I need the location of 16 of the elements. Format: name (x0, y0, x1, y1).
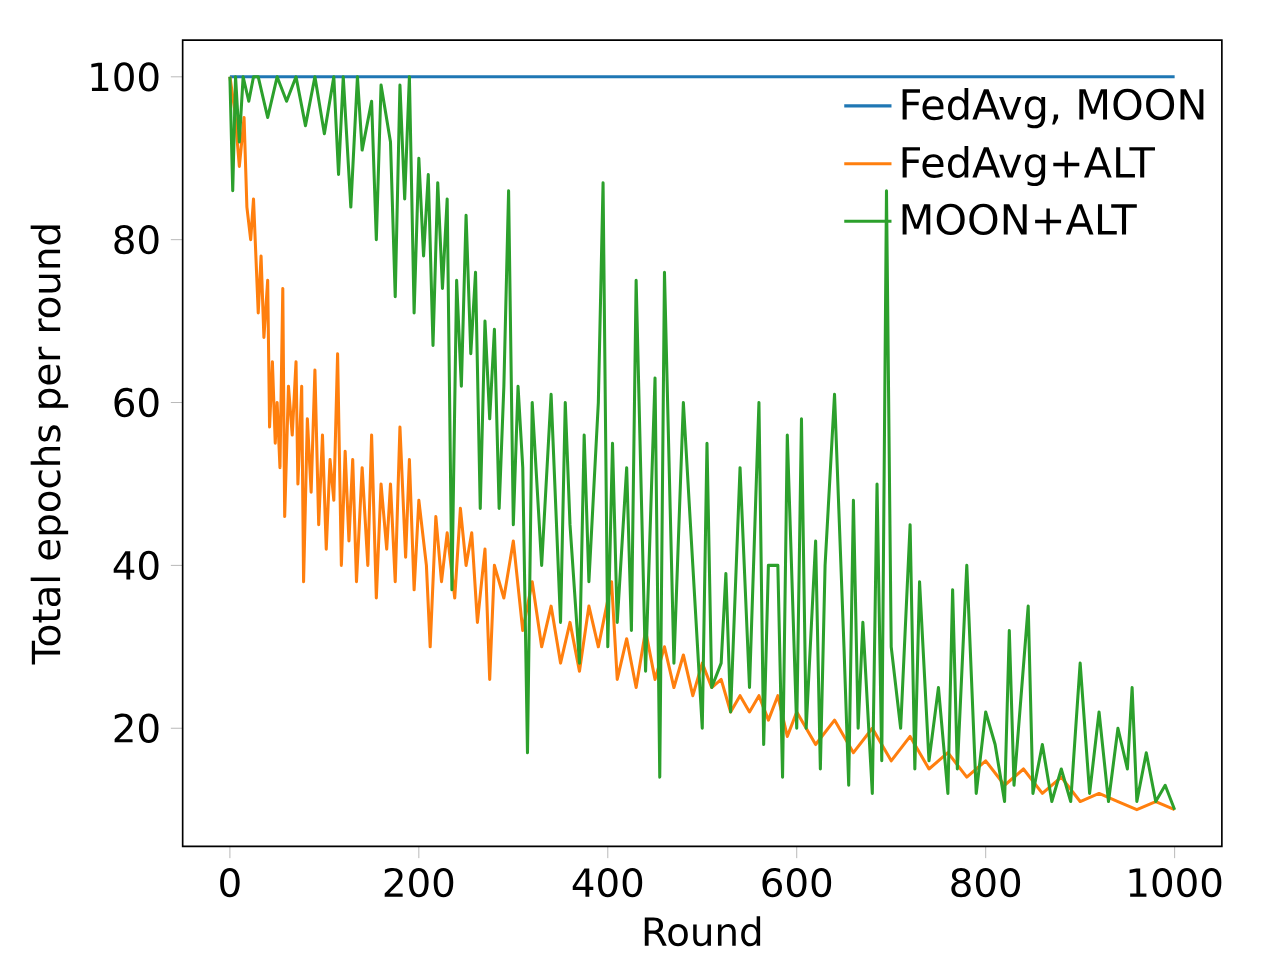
x-tick-label: 0 (220, 867, 240, 897)
y-axis-title: Total epochs per round (30, 225, 69, 665)
x-tick-label: 600 (762, 867, 832, 897)
x-tick-label: 200 (384, 867, 454, 897)
x-tick-label: 1000 (1129, 867, 1222, 897)
legend-label: FedAvg+ALT (902, 145, 1155, 186)
y-tick-label: 20 (114, 713, 159, 743)
y-tick-label: 80 (114, 224, 159, 255)
legend-label: MOON+ALT (902, 203, 1137, 235)
y-tick-label: 60 (114, 387, 159, 417)
x-axis-title: Round (644, 915, 761, 946)
legend-label: FedAvg, MOON (902, 87, 1204, 128)
y-tick-label: 40 (113, 550, 159, 580)
x-tick-label: 400 (572, 867, 643, 897)
x-tick-label: 800 (951, 867, 1021, 897)
y-tick-label: 100 (91, 61, 159, 92)
